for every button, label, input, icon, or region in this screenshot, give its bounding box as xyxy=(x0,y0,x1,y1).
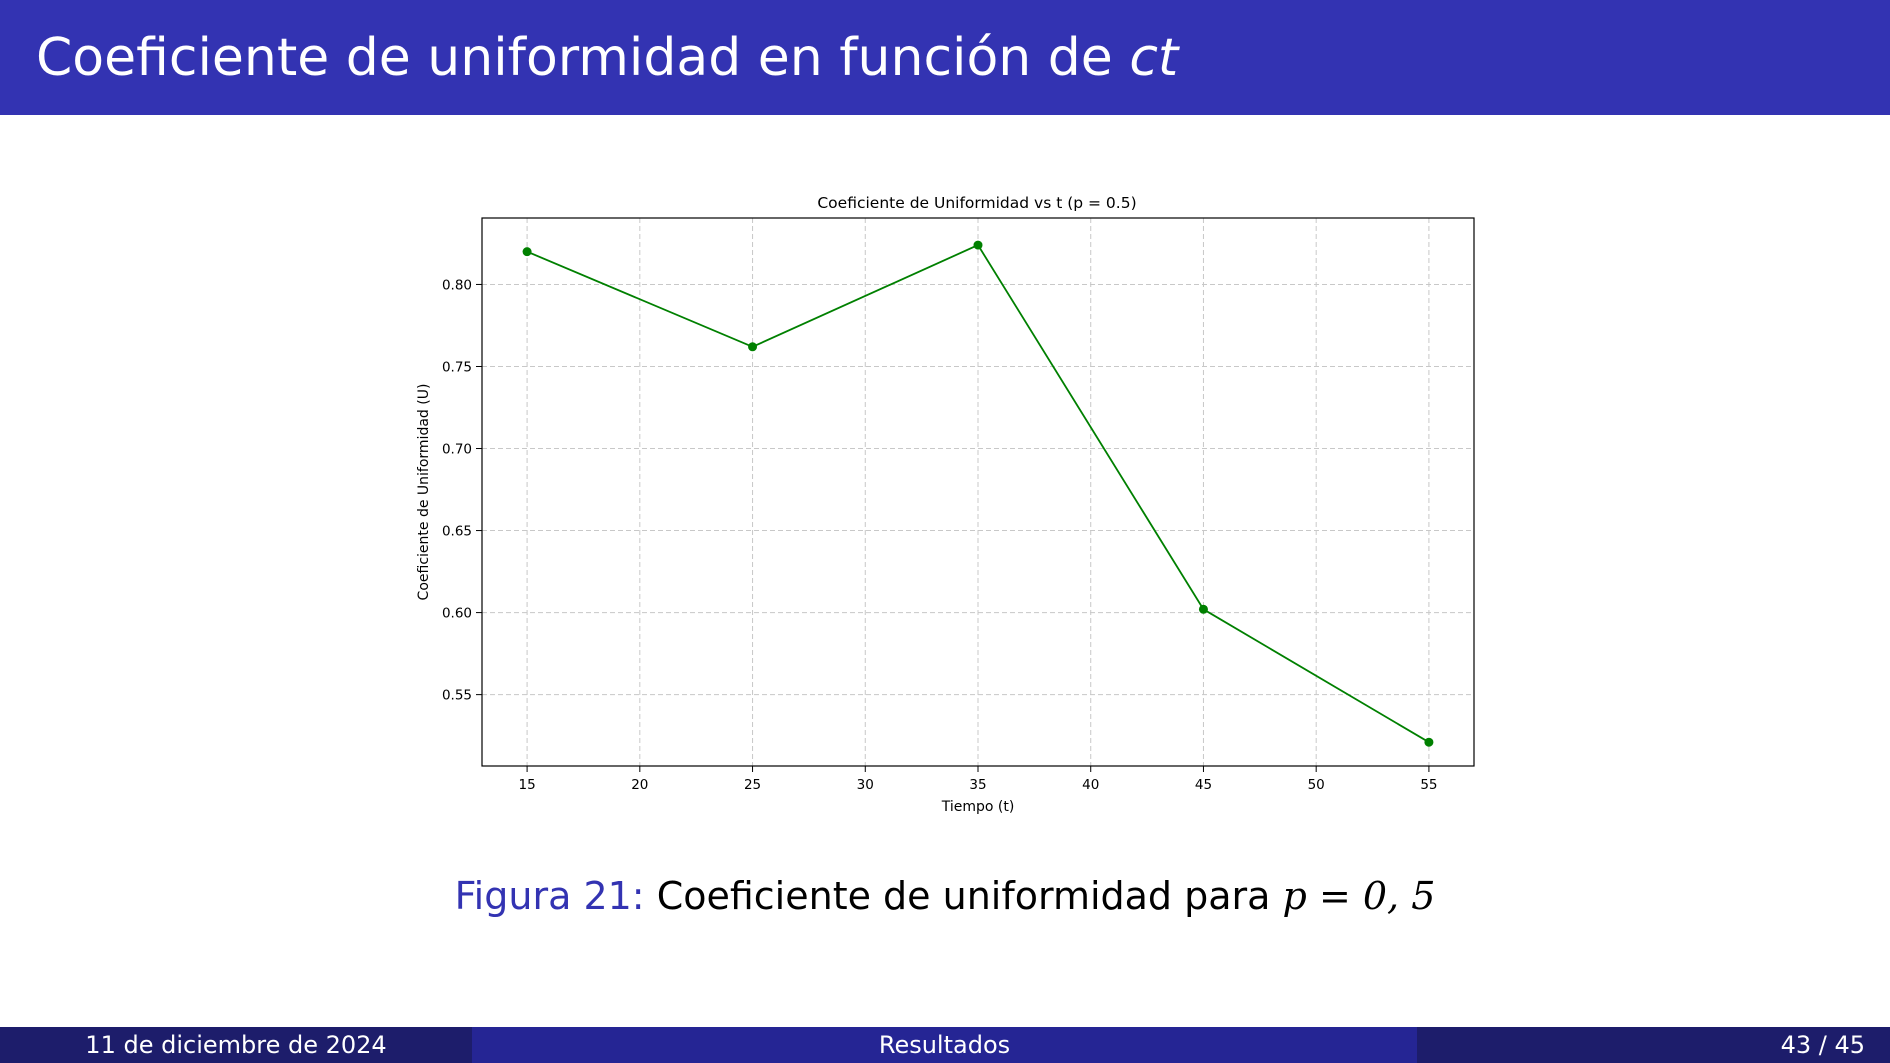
caption-variable: p xyxy=(1282,874,1307,918)
x-tick-label: 15 xyxy=(518,777,535,793)
data-point xyxy=(1198,604,1208,614)
y-axis-label: Coeficiente de Uniformidad (U) xyxy=(416,384,432,601)
axis-ticks: 15 20 25 30 35 40 45 50 55 0.55 0.60 0.65 0.70 0.75 0.… xyxy=(442,277,1438,793)
caption-value: 0, 5 xyxy=(1362,874,1436,918)
y-tick-label: 0.70 xyxy=(442,442,472,458)
series xyxy=(522,240,1434,747)
x-tick-label: 40 xyxy=(1082,777,1099,793)
caption-equals: = xyxy=(1306,874,1363,918)
data-point xyxy=(1424,737,1434,747)
slide-title: Coeficiente de uniformidad en función de… xyxy=(36,28,1178,88)
data-point xyxy=(973,240,983,250)
x-tick-label: 25 xyxy=(744,777,761,793)
footer-section: Resultados xyxy=(472,1027,1417,1063)
data-point xyxy=(748,342,758,352)
slide-footer: 11 de diciembre de 2024 Resultados 43 / … xyxy=(0,1027,1890,1063)
y-tick-label: 0.80 xyxy=(442,277,472,293)
x-tick-label: 50 xyxy=(1308,777,1325,793)
y-tick-label: 0.65 xyxy=(442,524,472,540)
caption-text: Coeficiente de uniformidad para xyxy=(656,874,1271,918)
x-tick-label: 30 xyxy=(857,777,874,793)
data-point xyxy=(522,247,532,257)
footer-page-number: 43 / 45 xyxy=(1417,1027,1890,1063)
x-tick-label: 55 xyxy=(1420,777,1437,793)
footer-date: 11 de diciembre de 2024 xyxy=(0,1027,472,1063)
y-tick-label: 0.55 xyxy=(442,688,472,704)
x-axis-label: Tiempo (t) xyxy=(941,799,1015,815)
slide-title-variable: ct xyxy=(1129,28,1179,88)
line-chart: Coeficiente de Uniformidad vs t (p = 0.5… xyxy=(416,194,1475,815)
grid xyxy=(482,218,1474,766)
x-tick-label: 35 xyxy=(969,777,986,793)
y-tick-label: 0.75 xyxy=(442,359,472,375)
slide-header: Coeficiente de uniformidad en función de… xyxy=(0,0,1890,115)
y-tick-label: 0.60 xyxy=(442,606,472,622)
x-tick-label: 20 xyxy=(631,777,648,793)
slide-title-text: Coeficiente de uniformidad en función de xyxy=(36,28,1130,88)
caption-label: Figura 21: xyxy=(454,874,645,918)
x-tick-label: 45 xyxy=(1195,777,1212,793)
chart-title: Coeficiente de Uniformidad vs t (p = 0.5… xyxy=(817,194,1136,212)
figure-caption: Figura 21: Coeficiente de uniformidad pa… xyxy=(0,873,1890,919)
